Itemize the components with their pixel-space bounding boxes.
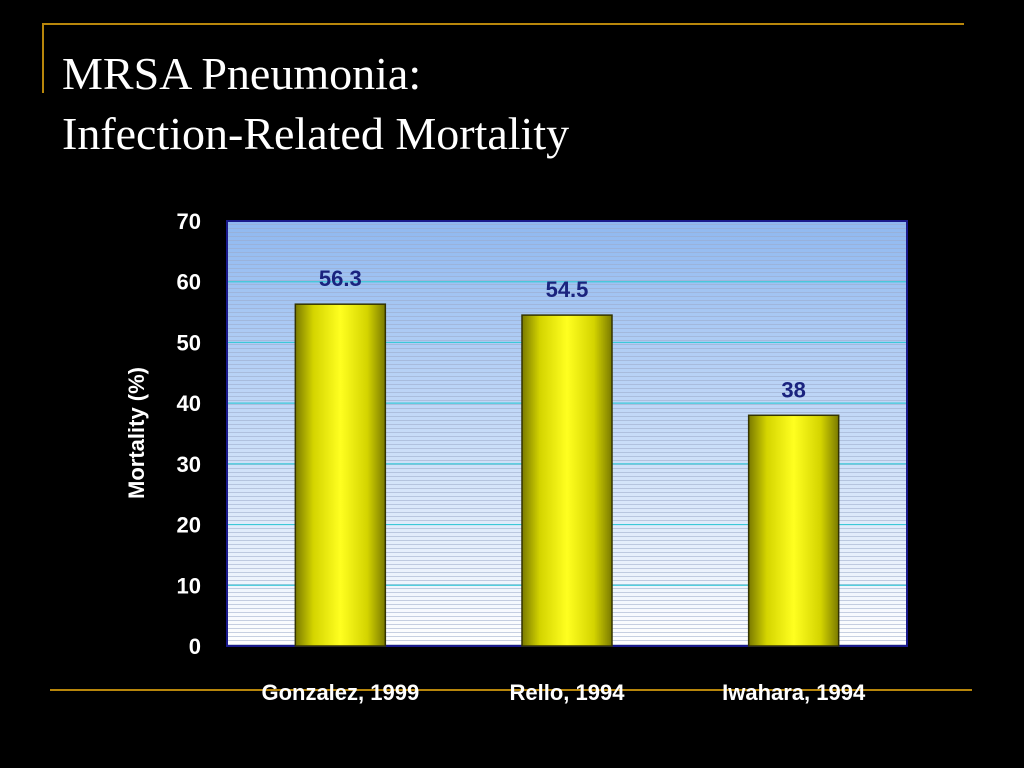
x-tick-label: Iwahara, 1994 [722,680,866,705]
x-tick-label: Gonzalez, 1999 [261,680,419,705]
y-tick-label: 60 [177,270,201,295]
data-label: 56.3 [319,266,362,291]
bar-2 [521,314,613,647]
x-tick-label: Rello, 1994 [510,680,626,705]
slide-title: MRSA Pneumonia: Infection-Related Mortal… [62,44,569,164]
data-label: 54.5 [546,277,589,302]
bar-3 [747,414,840,647]
y-tick-label: 20 [177,513,201,538]
y-tick-label: 70 [177,209,201,234]
y-tick-label: 30 [177,452,201,477]
y-tick-label: 50 [177,330,201,355]
accent-line-top [42,23,964,25]
data-label: 38 [781,377,805,402]
y-tick-label: 10 [177,573,201,598]
slide-title-line-2: Infection-Related Mortality [62,108,570,159]
y-tick-label: 0 [189,634,201,659]
y-tick-label: 40 [177,391,201,416]
accent-line-bottom [50,689,972,691]
slide-title-line-1: MRSA Pneumonia: [62,48,422,99]
bar-1 [294,303,387,647]
accent-line-left [42,23,44,93]
